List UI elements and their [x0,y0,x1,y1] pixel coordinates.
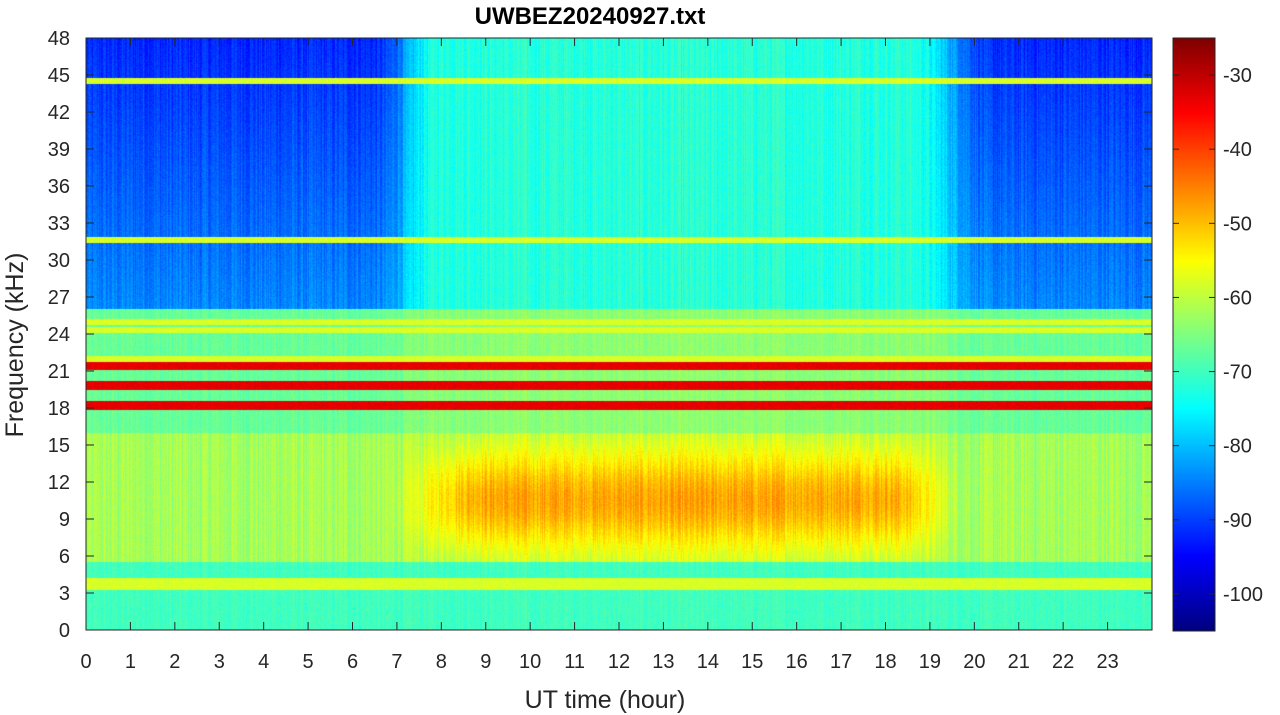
colorbar-tick-label: -70 [1223,362,1252,384]
colorbar: -100 -90 -80 -70 -60 -50 -40 -30 [1172,37,1263,632]
y-tick-label: 0 [59,620,70,642]
x-axis: 0 1 2 3 4 5 6 7 8 9 10 11 12 13 14 15 16 17 18 19 20 21 22 23 [80,38,1119,673]
y-tick-label: 12 [48,472,70,494]
y-tick-label: 39 [48,139,70,161]
x-tick-label: 15 [741,651,763,673]
y-tick-label: 6 [59,546,70,568]
y-tick-label: 36 [48,176,70,198]
y-tick-label: 42 [48,102,70,124]
x-tick-label: 8 [436,651,447,673]
x-tick-label: 0 [80,651,91,673]
x-tick-label: 20 [963,651,985,673]
x-tick-label: 4 [258,651,269,673]
x-tick-label: 16 [786,651,808,673]
x-tick-label: 22 [1052,651,1074,673]
y-tick-label: 27 [48,287,70,309]
x-tick-label: 11 [564,651,585,673]
x-tick-label: 12 [608,651,630,673]
x-tick-label: 10 [519,651,541,673]
x-tick-label: 3 [214,651,225,673]
colorbar-tick-label: -40 [1223,139,1252,161]
x-tick-label: 1 [125,651,136,673]
x-tick-label: 23 [1096,651,1118,673]
colorbar-gradient [1173,38,1215,631]
plot-area [85,37,1153,631]
x-tick-label: 14 [697,651,719,673]
x-tick-label: 6 [347,651,358,673]
colorbar-tick-label: -50 [1223,213,1252,235]
colorbar-tick-label: -60 [1223,287,1252,309]
y-tick-label: 3 [59,583,70,605]
x-tick-label: 21 [1008,651,1030,673]
x-tick-label: 18 [874,651,896,673]
x-tick-label: 5 [303,651,314,673]
spectrogram-heatmap [86,38,1152,630]
y-tick-label: 18 [48,398,70,420]
colorbar-frame [1172,37,1216,632]
x-tick-label: 2 [169,651,180,673]
y-axis-label: Frequency (kHz) [1,253,29,438]
x-tick-label: 19 [919,651,941,673]
colorbar-tick-label: -30 [1223,65,1252,87]
y-tick-label: 33 [48,213,70,235]
colorbar-tick-label: -90 [1223,510,1252,532]
y-tick-label: 24 [48,324,70,346]
x-tick-label: 7 [391,651,402,673]
colorbar-tick-label: -80 [1223,436,1252,458]
x-tick-label: 13 [652,651,674,673]
y-tick-label: 45 [48,65,70,87]
y-tick-label: 15 [48,435,70,457]
colorbar-tick-label: -100 [1223,584,1263,606]
y-tick-label: 48 [48,28,70,50]
x-axis-label: UT time (hour) [525,686,686,714]
x-tick-label: 17 [830,651,852,673]
x-tick-label: 9 [480,651,491,673]
colorbar-ticks: -100 -90 -80 -70 -60 -50 -40 -30 [1173,65,1263,606]
y-tick-label: 30 [48,250,70,272]
chart-title: UWBEZ20240927.txt [475,3,706,30]
y-tick-label: 9 [59,509,70,531]
y-tick-label: 21 [48,361,70,383]
